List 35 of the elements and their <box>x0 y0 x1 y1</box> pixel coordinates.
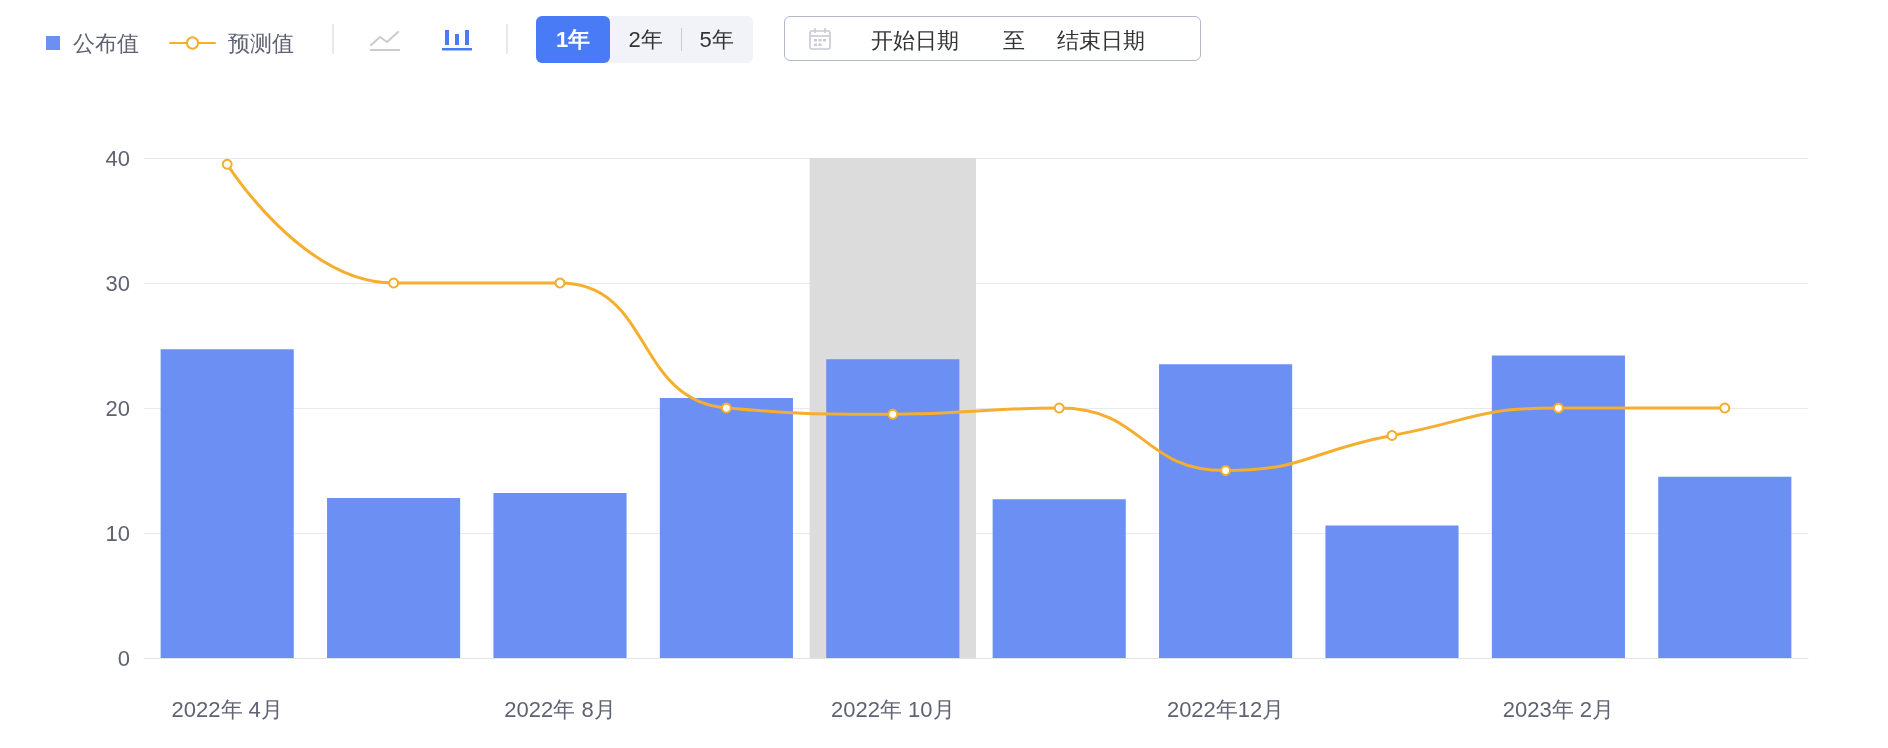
x-tick-label: 2022年 10月 <box>831 696 955 722</box>
period-button[interactable]: 1年 <box>536 16 610 63</box>
legend-label: 预测值 <box>228 30 294 56</box>
y-tick-label: 40 <box>105 145 130 171</box>
bar <box>160 349 294 658</box>
y-tick-label: 30 <box>105 270 130 296</box>
date-range-field[interactable]: 开始日期 至 结束日期 <box>784 16 1201 61</box>
bar <box>1159 364 1293 658</box>
bar <box>493 493 627 658</box>
bar <box>1491 355 1625 658</box>
point <box>388 277 400 289</box>
x-tick-label: 2022年12月 <box>1166 696 1285 722</box>
y-tick-label: 10 <box>105 520 130 546</box>
point <box>1552 402 1564 414</box>
point <box>1220 465 1232 476</box>
bar <box>992 499 1126 658</box>
bar <box>1325 525 1459 658</box>
point <box>221 158 233 170</box>
period-button[interactable]: 2年 <box>610 16 681 63</box>
x-tick-label: 2022年 8月 <box>504 696 616 722</box>
bar <box>1658 476 1792 658</box>
x-tick-label: 2023年 2月 <box>1502 696 1615 722</box>
point <box>1719 402 1731 414</box>
point <box>720 402 732 414</box>
y-tick-label: 0 <box>117 645 130 671</box>
point <box>887 408 899 420</box>
bar <box>327 498 461 658</box>
period-button[interactable]: 5年 <box>681 16 752 63</box>
point <box>1053 402 1065 414</box>
y-tick-label: 20 <box>105 395 130 421</box>
point <box>554 277 566 289</box>
bar <box>659 398 793 658</box>
x-tick-label: 2022年 4月 <box>171 696 283 722</box>
point <box>1386 430 1398 441</box>
legend-label: 公布值 <box>73 30 139 56</box>
